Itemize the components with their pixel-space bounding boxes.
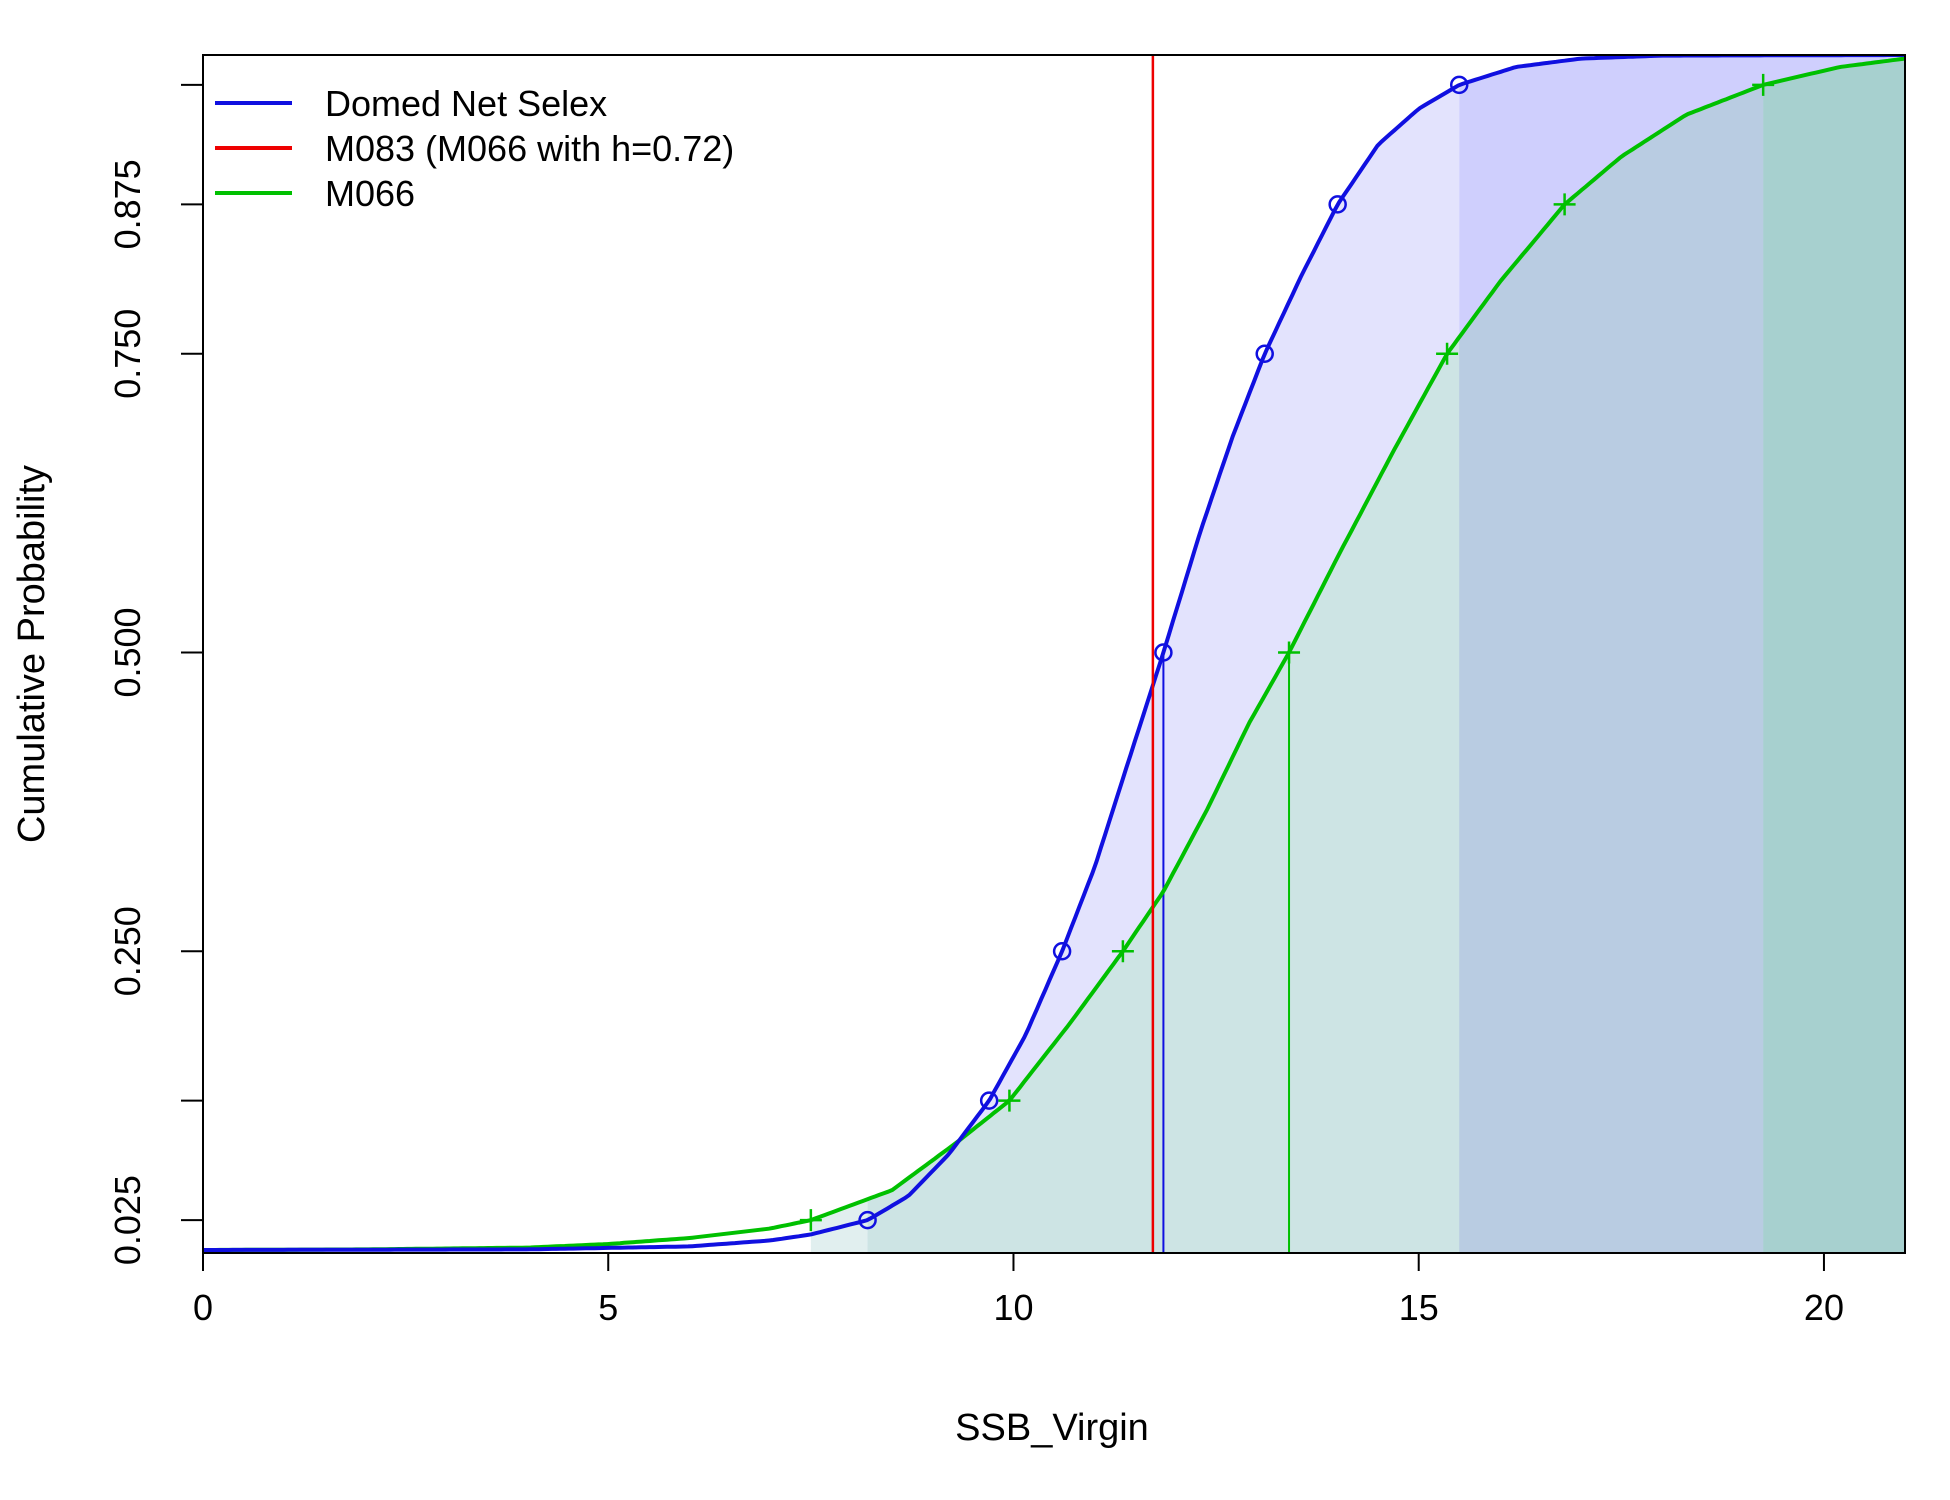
y-tick-label: 0.750	[107, 309, 148, 399]
marker-m066-point	[1553, 193, 1576, 216]
x-tick-label: 10	[993, 1287, 1033, 1328]
y-tick-label: 0.250	[107, 906, 148, 996]
x-axis: 0 5 10 15 20	[193, 1253, 1844, 1328]
x-tick-label: 15	[1399, 1287, 1439, 1328]
marker-m066-point	[998, 1089, 1021, 1112]
marker-m066-point	[1278, 641, 1301, 664]
y-tick-label: 0.025	[107, 1175, 148, 1265]
x-tick-label: 0	[193, 1287, 213, 1328]
quantile-markers	[799, 73, 1775, 1232]
legend-label: Domed Net Selex	[325, 83, 607, 124]
marker-m066-point	[1111, 940, 1134, 963]
shade-m066-tail	[1763, 58, 1905, 1253]
marker-domed-point	[1052, 942, 1072, 961]
y-axis: 0.025 0.250 0.500 0.750 0.875	[107, 83, 203, 1265]
legend-label: M066	[325, 173, 415, 214]
marker-domed-point	[1449, 75, 1469, 95]
marker-domed-point	[1255, 344, 1274, 363]
marker-m066-point	[799, 1209, 822, 1232]
plot-frame	[202, 54, 1906, 1254]
marker-domed-point	[1154, 643, 1173, 662]
y-tick-label: 0.500	[107, 607, 148, 697]
density-shading	[810, 55, 1905, 1253]
y-axis-label: Cumulative Probability	[11, 465, 53, 843]
x-tick-label: 20	[1804, 1287, 1844, 1328]
x-axis-label: SSB_Virgin	[955, 1407, 1149, 1449]
marker-domed-point	[858, 1210, 877, 1230]
series-lines	[203, 55, 1905, 1253]
marker-m066-point	[1436, 342, 1459, 365]
marker-m066-point	[1752, 73, 1775, 96]
marker-domed-point	[1328, 195, 1347, 214]
x-tick-label: 5	[598, 1287, 618, 1328]
marker-domed-point	[979, 1091, 999, 1110]
series-line-domed	[203, 55, 1905, 1252]
shade-m066-overlap	[1459, 84, 1764, 1253]
y-tick-label: 0.875	[107, 159, 148, 249]
legend-label: M083 (M066 with h=0.72)	[325, 128, 734, 169]
